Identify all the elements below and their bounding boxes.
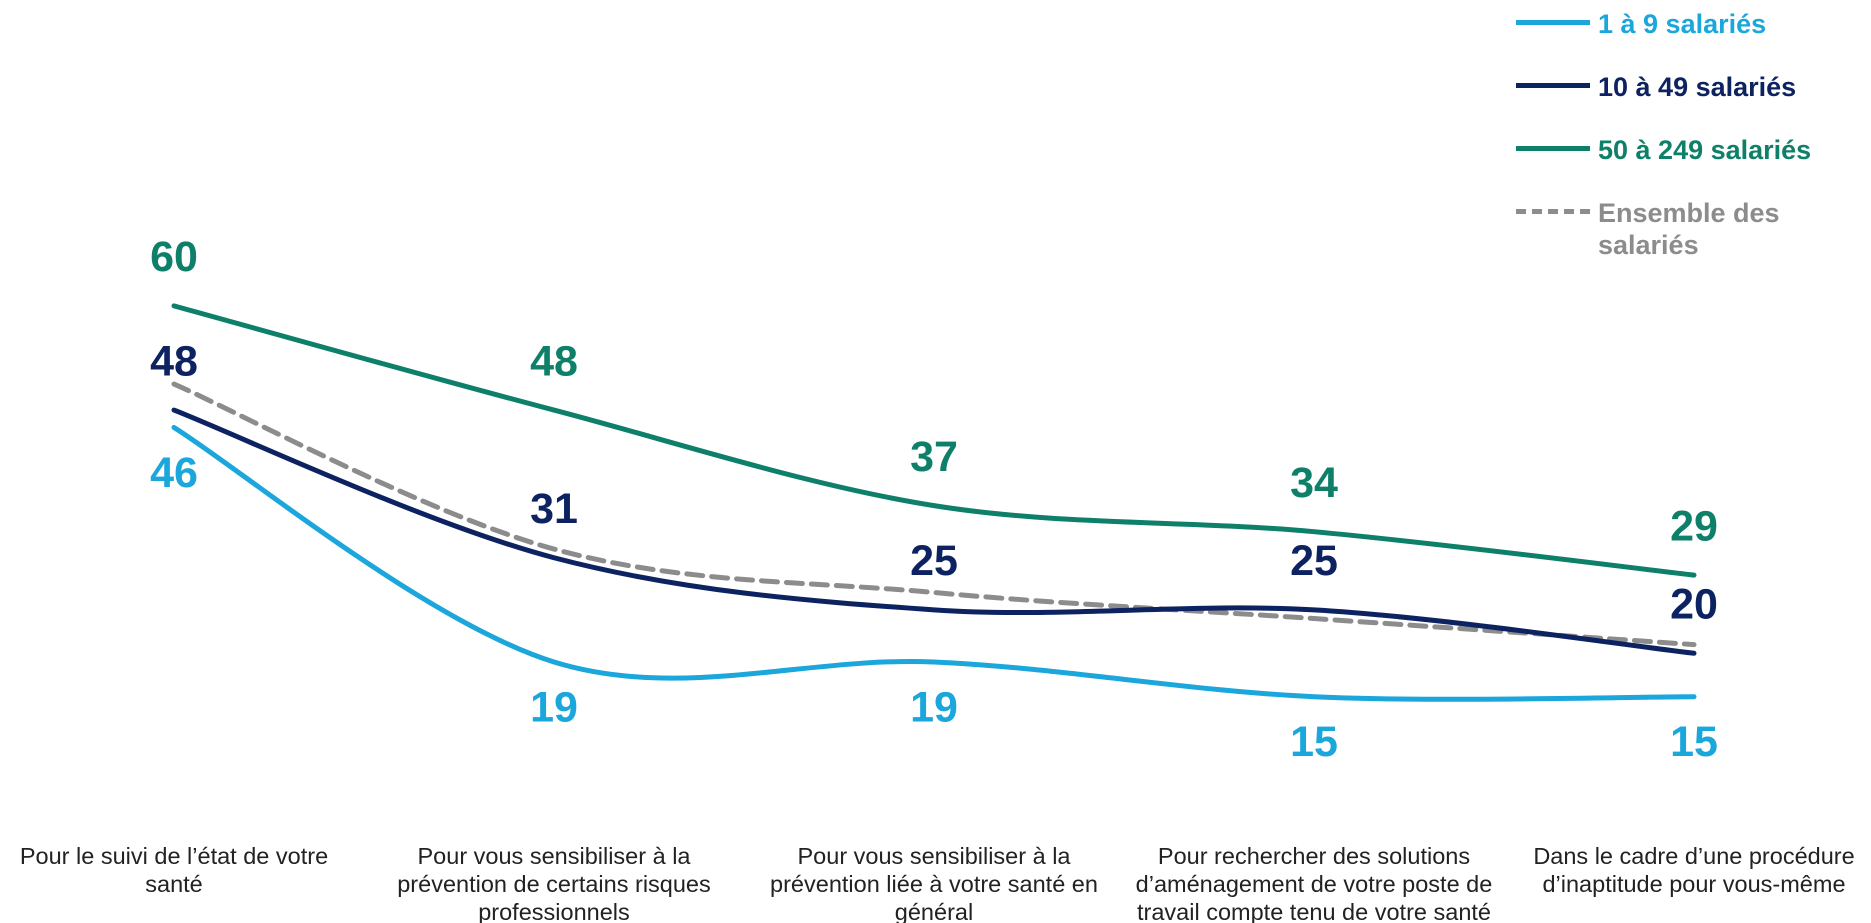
x-tick-label: Dans le cadre d’une procédure d’inaptitu… — [1533, 843, 1855, 897]
legend-item: 1 à 9 salariés — [1516, 8, 1856, 40]
data-label: 31 — [530, 485, 578, 533]
data-label: 48 — [530, 337, 578, 385]
legend-label: 1 à 9 salariés — [1598, 9, 1767, 39]
data-label: 25 — [910, 537, 958, 585]
series-line — [171, 303, 1697, 578]
legend-label: Ensemble des salariés — [1598, 198, 1780, 260]
data-label: 37 — [910, 433, 958, 481]
series-line — [171, 381, 1697, 648]
legend-label: 50 à 249 salariés — [1598, 135, 1812, 165]
data-label: 19 — [530, 683, 578, 731]
x-tick-label: Pour le suivi de l’état de votre santé — [19, 843, 329, 897]
data-label: 46 — [150, 449, 198, 497]
legend-item: 10 à 49 salariés — [1516, 71, 1856, 103]
data-label: 15 — [1290, 718, 1338, 766]
x-tick-label: Pour rechercher des solutions d’aménagem… — [1135, 843, 1493, 923]
data-label: 60 — [150, 233, 198, 281]
data-label: 15 — [1670, 718, 1718, 766]
data-label: 19 — [910, 683, 958, 731]
legend-item: Ensemble des salariés — [1516, 197, 1856, 261]
legend-item: 50 à 249 salariés — [1516, 134, 1856, 166]
series-line — [171, 424, 1697, 702]
data-label: 48 — [150, 337, 198, 385]
data-label: 25 — [1290, 537, 1338, 585]
data-label: 20 — [1670, 581, 1718, 629]
legend-swatch — [1516, 20, 1590, 25]
x-tick-label: Pour vous sensibiliser à la prévention d… — [397, 843, 711, 923]
series-line — [171, 407, 1697, 656]
legend-label: 10 à 49 salariés — [1598, 72, 1797, 102]
legend-swatch — [1516, 83, 1590, 88]
x-tick-label: Pour vous sensibiliser à la prévention l… — [770, 843, 1098, 923]
legend-swatch — [1516, 209, 1590, 214]
data-label: 29 — [1670, 502, 1718, 550]
legend-swatch — [1516, 146, 1590, 151]
data-label: 34 — [1290, 459, 1338, 507]
